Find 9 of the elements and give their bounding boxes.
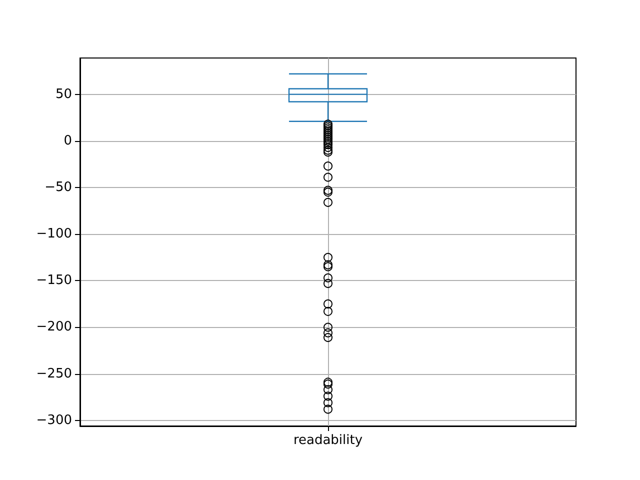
y-tick-label: −200 xyxy=(36,320,72,335)
y-tick-label: −150 xyxy=(36,273,72,288)
y-tick-label: −50 xyxy=(44,180,72,195)
x-tick-label: readability xyxy=(293,433,363,448)
y-tick-label: −250 xyxy=(36,366,72,382)
y-tick-label: 50 xyxy=(55,86,72,102)
y-tick-label: 0 xyxy=(64,133,72,148)
y-tick-label: −300 xyxy=(36,412,72,428)
y-tick-label: −100 xyxy=(36,226,72,242)
